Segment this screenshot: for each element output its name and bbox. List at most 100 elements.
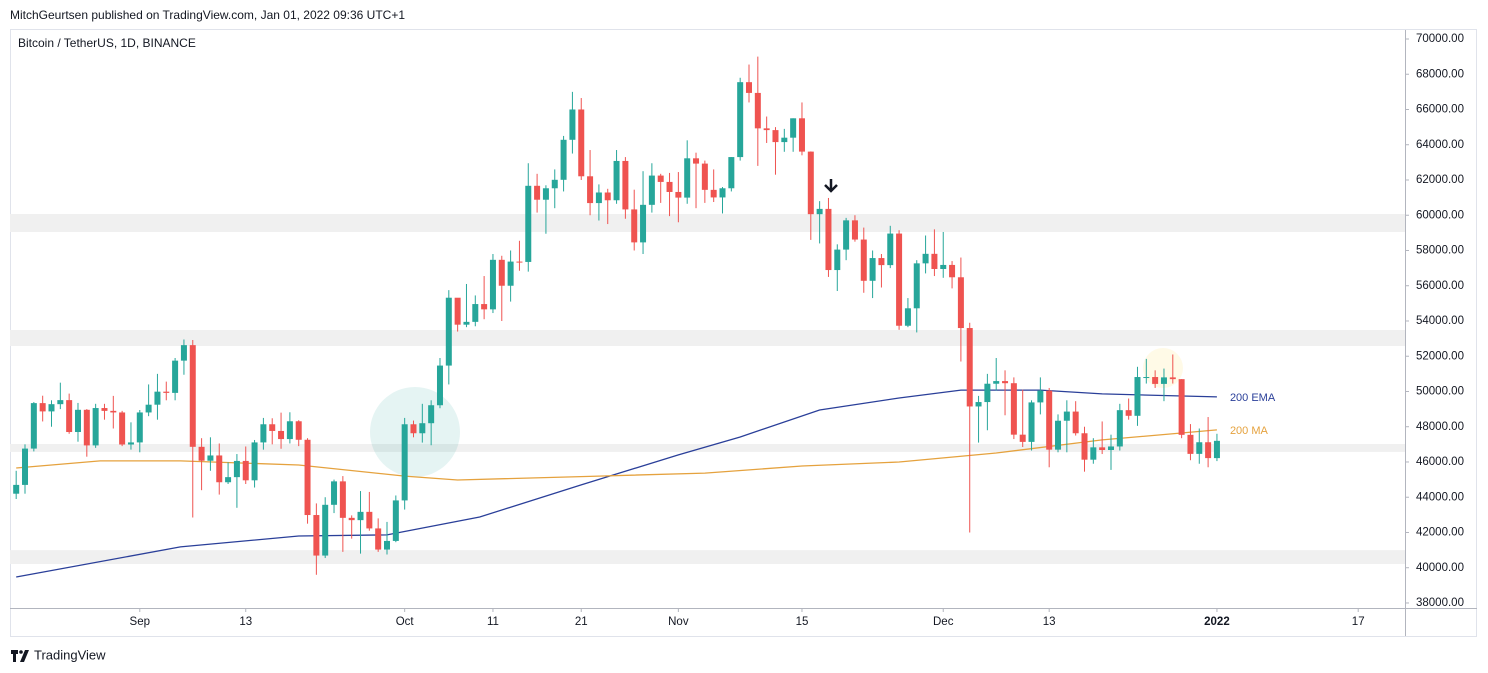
y-tick-label: 54000.00 (1416, 315, 1464, 327)
x-tick-label: 2022 (1204, 616, 1230, 628)
footer-brand: TradingView (34, 647, 106, 662)
y-tick-label: 62000.00 (1416, 174, 1464, 186)
candle-body (710, 189, 717, 198)
candle-body (975, 402, 982, 407)
candle-body (966, 328, 973, 407)
y-tick-label: 68000.00 (1416, 68, 1464, 80)
candle-body (233, 460, 240, 478)
candle-body (640, 204, 647, 243)
candle-body (940, 264, 947, 269)
candle-body (313, 515, 320, 556)
candle-body (542, 188, 549, 200)
candle-body (401, 424, 408, 501)
candle-body (119, 412, 126, 445)
y-tick-label: 66000.00 (1416, 104, 1464, 116)
line-label: 200 EMA (1230, 392, 1276, 404)
candle-body (675, 191, 682, 198)
candle-body (587, 176, 594, 204)
candle-body (1134, 377, 1141, 416)
candle-body (1205, 442, 1212, 459)
candle-body (631, 209, 638, 243)
candle-body (331, 481, 338, 505)
price-zone (10, 550, 1405, 565)
candle-body (392, 500, 399, 541)
candle-body (101, 408, 108, 411)
x-tick-label: Oct (396, 616, 415, 628)
candle-body (1107, 446, 1114, 450)
candle-body (728, 157, 735, 189)
candle-body (22, 448, 29, 485)
candle-body (1028, 402, 1035, 442)
x-tick-label: Nov (668, 616, 689, 628)
y-tick-label: 60000.00 (1416, 209, 1464, 221)
candle-body (931, 253, 938, 269)
candle-body (807, 151, 814, 215)
candle-body (1152, 377, 1159, 384)
candle-body (74, 409, 81, 433)
candle-body (1125, 410, 1132, 416)
candle-body (949, 264, 956, 278)
candle-body (48, 404, 55, 412)
line-label: 200 MA (1230, 425, 1269, 437)
candle-body (463, 321, 470, 325)
annotation-arrow (824, 179, 838, 193)
candle-body (1002, 381, 1009, 384)
candle-body (1169, 377, 1176, 380)
candle-body (304, 439, 311, 516)
candle-body (1037, 390, 1044, 403)
candle-body (860, 239, 867, 281)
y-tick-label: 38000.00 (1416, 597, 1464, 609)
x-tick-label: 13 (239, 616, 252, 628)
candle-body (189, 345, 196, 447)
candle-body (384, 540, 391, 550)
x-tick-label: 17 (1352, 616, 1365, 628)
y-tick-label: 50000.00 (1416, 386, 1464, 398)
candle-body (1046, 390, 1053, 450)
y-tick-label: 70000.00 (1416, 33, 1464, 45)
candle-body (489, 259, 496, 310)
y-tick-label: 52000.00 (1416, 350, 1464, 362)
candle-body (83, 409, 90, 446)
candle-body (763, 128, 770, 131)
candle-body (269, 424, 276, 431)
candle-body (595, 192, 602, 204)
candle-body (481, 304, 488, 310)
candle-body (1187, 434, 1194, 454)
candle-body (216, 455, 223, 483)
candle-body (92, 408, 99, 446)
candle-body (472, 304, 479, 322)
publisher-line: MitchGeurtsen published on TradingView.c… (10, 8, 405, 22)
candle-body (525, 185, 532, 262)
candle-body (569, 109, 576, 140)
candle-body (560, 139, 567, 180)
candle-body (843, 220, 850, 250)
candle-body (1178, 379, 1185, 435)
candle-body (57, 400, 64, 405)
candle-body (904, 308, 911, 326)
candle-body (436, 365, 443, 406)
candle-body (534, 185, 541, 200)
candle-body (251, 442, 258, 481)
candle-body (772, 130, 779, 143)
candle-body (375, 528, 382, 550)
candle-body (516, 261, 523, 263)
candle-body (922, 253, 929, 264)
candle-body (551, 179, 558, 189)
candle-body (701, 163, 708, 190)
candle-body (957, 277, 964, 329)
candle-body (869, 258, 876, 281)
candle-body (754, 92, 761, 129)
candle-body (278, 430, 285, 440)
candle-body (851, 220, 858, 240)
candle-body (745, 82, 752, 93)
candle-body (693, 158, 700, 164)
candle-body (30, 403, 37, 449)
price-zone (10, 444, 1405, 452)
x-tick-label: 13 (1043, 616, 1056, 628)
candle-body (1019, 434, 1026, 442)
candle-body (622, 160, 629, 210)
candle-body (357, 511, 364, 521)
candle-body (207, 455, 214, 461)
tv-logo (11, 650, 29, 662)
